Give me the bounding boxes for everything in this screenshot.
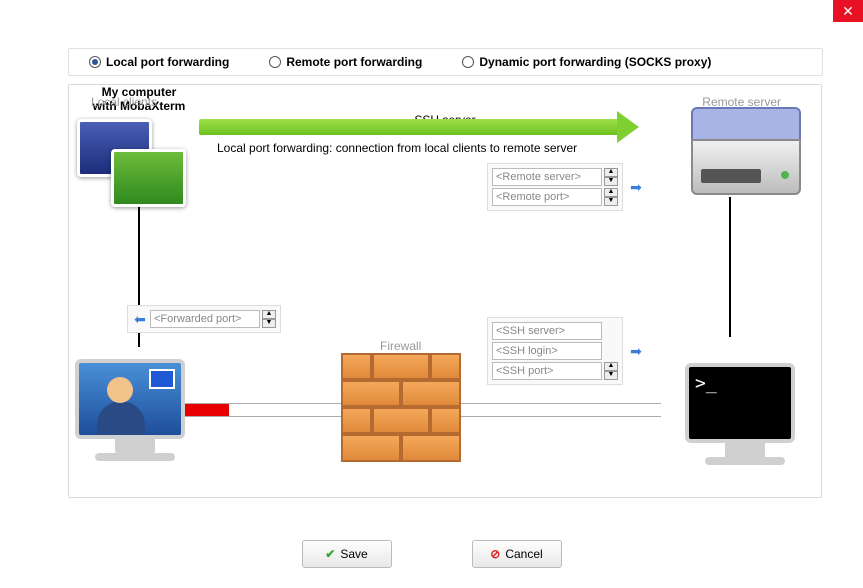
local-clients-label: Local clients: [91, 95, 157, 109]
spin-up-icon[interactable]: ▲: [604, 188, 618, 197]
spin-down-icon[interactable]: ▼: [262, 319, 276, 328]
arrow-caption: Local port forwarding: connection from l…: [217, 141, 577, 155]
ssh-server-input[interactable]: <SSH server>: [492, 322, 602, 340]
firewall-icon: [341, 353, 461, 471]
close-icon: ✕: [842, 3, 854, 20]
ssh-server-group: <SSH server> <SSH login> <SSH port> ▲ ▼ …: [487, 317, 623, 385]
close-button[interactable]: ✕: [833, 0, 863, 22]
spin-down-icon[interactable]: ▼: [604, 371, 618, 380]
spin-up-icon[interactable]: ▲: [604, 168, 618, 177]
remote-server-icon: [691, 107, 801, 197]
spin-up-icon[interactable]: ▲: [262, 310, 276, 319]
cancel-button[interactable]: ⊘ Cancel: [472, 540, 562, 568]
arrow-right-icon: ➡: [628, 344, 644, 358]
spin-down-icon[interactable]: ▼: [604, 177, 618, 186]
radio-label: Local port forwarding: [106, 55, 229, 69]
connector-line: [729, 197, 731, 337]
remote-port-input[interactable]: <Remote port>: [492, 188, 602, 206]
spin-up-icon[interactable]: ▲: [604, 362, 618, 371]
arrow-right-icon: ➡: [628, 180, 644, 194]
cancel-icon: ⊘: [490, 547, 500, 561]
ssh-port-input[interactable]: <SSH port>: [492, 362, 602, 380]
local-clients-icon: [75, 115, 190, 210]
connection-arrow: [199, 119, 619, 135]
dialog-buttons: ✔ Save ⊘ Cancel: [0, 540, 863, 568]
ssh-port-spinner[interactable]: ▲ ▼: [604, 362, 618, 380]
arrow-left-icon: ⬅: [132, 312, 148, 326]
forwarded-port-input[interactable]: <Forwarded port>: [150, 310, 260, 328]
radio-icon: [462, 56, 474, 68]
spin-down-icon[interactable]: ▼: [604, 197, 618, 206]
remote-server-spinner[interactable]: ▲ ▼: [604, 168, 618, 186]
diagram-panel: Local clients Remote server Firewall Loc…: [68, 84, 822, 498]
radio-remote-port-forwarding[interactable]: Remote port forwarding: [269, 55, 422, 69]
terminal-prompt: >_: [685, 363, 795, 443]
remote-server-group: <Remote server> ▲ ▼ <Remote port> ▲ ▼ ➡: [487, 163, 623, 211]
radio-local-port-forwarding[interactable]: Local port forwarding: [89, 55, 229, 69]
firewall-label: Firewall: [380, 339, 421, 353]
save-button-label: Save: [340, 547, 367, 561]
check-icon: ✔: [325, 547, 335, 561]
radio-icon: [89, 56, 101, 68]
forwarding-mode-radio-group: Local port forwarding Remote port forwar…: [68, 48, 823, 76]
radio-label: Dynamic port forwarding (SOCKS proxy): [479, 55, 711, 69]
forwarded-port-group: ⬅ <Forwarded port> ▲ ▼: [127, 305, 281, 333]
ssh-server-icon: >_: [685, 363, 805, 465]
forwarded-port-spinner[interactable]: ▲ ▼: [262, 310, 276, 328]
my-computer-icon: [75, 359, 195, 461]
remote-server-input[interactable]: <Remote server>: [492, 168, 602, 186]
cancel-button-label: Cancel: [505, 547, 542, 561]
radio-dynamic-port-forwarding[interactable]: Dynamic port forwarding (SOCKS proxy): [462, 55, 711, 69]
remote-port-spinner[interactable]: ▲ ▼: [604, 188, 618, 206]
radio-label: Remote port forwarding: [286, 55, 422, 69]
ssh-login-input[interactable]: <SSH login>: [492, 342, 602, 360]
save-button[interactable]: ✔ Save: [302, 540, 392, 568]
radio-icon: [269, 56, 281, 68]
